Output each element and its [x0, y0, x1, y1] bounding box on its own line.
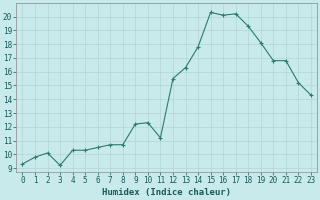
- X-axis label: Humidex (Indice chaleur): Humidex (Indice chaleur): [102, 188, 231, 197]
